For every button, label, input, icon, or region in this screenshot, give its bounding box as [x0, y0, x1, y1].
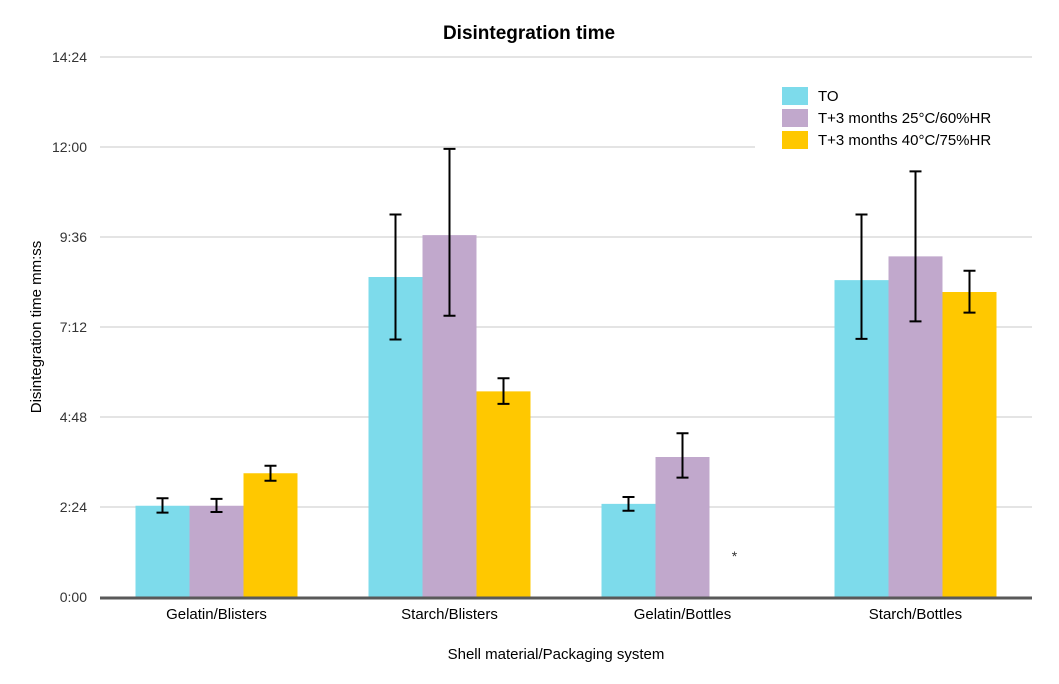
y-tick-label: 12:00	[52, 139, 87, 155]
legend-label-to: TO	[818, 88, 839, 105]
y-tick-label: 7:12	[60, 319, 87, 335]
legend-swatch-t-3-months-40-c-75-hr	[782, 131, 808, 149]
error-bars	[156, 147, 976, 514]
error-bar-starch-blisters-t-3-months-25-c-60-hr	[443, 147, 456, 317]
bar-starch-bottles-t-3-months-40-c-75-hr	[942, 292, 997, 597]
legend-swatch-to	[782, 87, 808, 105]
x-axis-label: Shell material/Packaging system	[448, 646, 665, 663]
legend: TO T+3 months 25°C/60%HR T+3 months 40°C/7…	[755, 82, 1032, 156]
x-tick-label: Starch/Blisters	[401, 606, 498, 623]
y-tick-label: 4:48	[60, 409, 87, 425]
error-bar-starch-bottles-t-3-months-25-c-60-hr	[909, 170, 922, 323]
error-bar-gelatin-blisters-t-3-months-25-c-60-hr	[210, 497, 223, 513]
error-bar-gelatin-bottles-to	[622, 496, 635, 512]
y-tick-label: 9:36	[60, 229, 87, 245]
bar-gelatin-bottles-to	[601, 503, 656, 597]
bar-gelatin-blisters-t-3-months-25-c-60-hr	[189, 505, 244, 597]
legend-label-t-3-months-40-c-75-hr: T+3 months 40°C/75%HR	[818, 132, 991, 149]
y-tick-label: 0:00	[60, 589, 87, 605]
legend-label-t-3-months-25-c-60-hr: T+3 months 25°C/60%HR	[818, 110, 991, 127]
x-tick-label: Starch/Bottles	[869, 606, 962, 623]
x-tick-label: Gelatin/Blisters	[166, 606, 267, 623]
bars	[135, 235, 997, 597]
error-bar-gelatin-bottles-t-3-months-25-c-60-hr	[676, 432, 689, 479]
annotation-asterisk: *	[732, 548, 738, 564]
y-tick-label: 14:24	[52, 49, 87, 65]
error-bar-starch-bottles-to	[855, 213, 868, 340]
bar-gelatin-blisters-t-3-months-40-c-75-hr	[243, 473, 298, 597]
legend-swatch-t-3-months-25-c-60-hr	[782, 109, 808, 127]
error-bar-starch-bottles-t-3-months-40-c-75-hr	[963, 269, 976, 314]
error-bar-starch-blisters-to	[389, 213, 402, 341]
y-axis-label: Disintegration time mm:ss	[28, 241, 45, 414]
bar-gelatin-bottles-t-3-months-25-c-60-hr	[655, 457, 710, 597]
axes: Disintegration time Shell material/Packa…	[28, 23, 1032, 663]
bar-gelatin-blisters-to	[135, 505, 190, 597]
error-bar-starch-blisters-t-3-months-40-c-75-hr	[497, 377, 510, 405]
chart-title: Disintegration time	[443, 23, 615, 44]
y-tick-label: 2:24	[60, 499, 87, 515]
bar-starch-blisters-t-3-months-40-c-75-hr	[476, 391, 531, 597]
x-tick-label: Gelatin/Bottles	[634, 606, 732, 623]
error-bar-gelatin-blisters-t-3-months-40-c-75-hr	[264, 464, 277, 482]
error-bar-gelatin-blisters-to	[156, 497, 169, 514]
